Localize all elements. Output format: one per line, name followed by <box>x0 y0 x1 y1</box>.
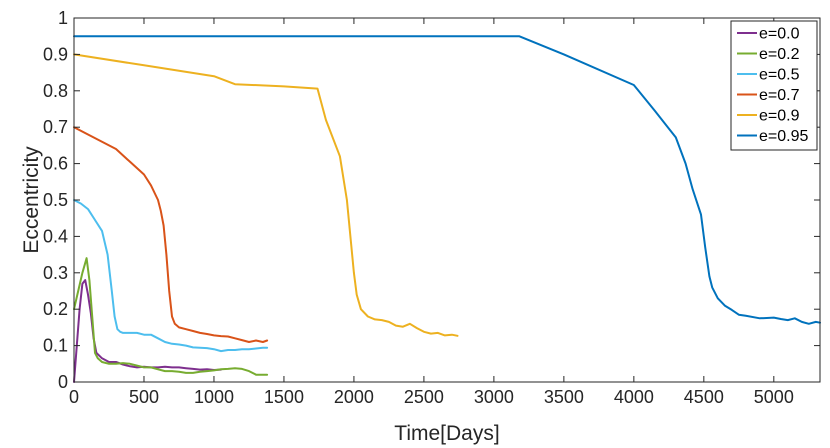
x-tick-label: 4500 <box>684 387 724 407</box>
y-tick-labels: 0 0.1 0.2 0.3 0.4 0.5 0.6 0.7 0.8 0.9 1 <box>43 8 68 392</box>
legend-label-5: e=0.95 <box>759 128 808 145</box>
x-tick-label: 2500 <box>404 387 444 407</box>
x-axis-title: Time[Days] <box>394 422 499 445</box>
series-line-4 <box>73 53 459 337</box>
y-tick-label: 0.5 <box>43 190 68 210</box>
axes-layer <box>73 17 821 383</box>
y-tick-label: 0.4 <box>43 226 68 246</box>
x-tick-label: 5000 <box>754 387 794 407</box>
y-tick-label: 0 <box>58 372 68 392</box>
y-tick-label: 0.2 <box>43 299 68 319</box>
series-line-2 <box>73 199 269 353</box>
series-layer <box>73 35 821 383</box>
y-tick-label: 0.3 <box>43 263 68 283</box>
series-line-1 <box>73 257 269 376</box>
y-tick-label: 0.8 <box>43 81 68 101</box>
x-tick-labels: 0 500 1000 1500 2000 2500 3000 3500 4000 4500 5000 <box>69 387 794 407</box>
y-tick-label: 0.7 <box>43 117 68 137</box>
x-tick-label: 0 <box>69 387 79 407</box>
series-line-5 <box>73 35 821 325</box>
y-axis-title: Eccentricity <box>20 146 43 254</box>
y-tick-label: 1 <box>58 8 68 28</box>
series-line-0 <box>73 279 222 383</box>
legend-label-0: e=0.0 <box>759 26 800 43</box>
x-tick-label: 1500 <box>264 387 304 407</box>
y-tick-label: 0.1 <box>43 336 68 356</box>
y-tick-label: 0.6 <box>43 154 68 174</box>
legend-label-4: e=0.9 <box>759 108 800 125</box>
legend-label-1: e=0.2 <box>759 46 800 63</box>
x-tick-label: 4000 <box>614 387 654 407</box>
x-tick-label: 2000 <box>334 387 374 407</box>
legend: e=0.0 e=0.2 e=0.5 e=0.7 e=0.9 e=0.95 <box>730 20 818 151</box>
x-tick-label: 3000 <box>474 387 514 407</box>
legend-label-2: e=0.5 <box>759 67 800 84</box>
x-tick-label: 500 <box>129 387 159 407</box>
legend-box <box>730 20 818 151</box>
x-tick-label: 3500 <box>544 387 584 407</box>
x-tick-label: 1000 <box>194 387 234 407</box>
legend-label-3: e=0.7 <box>759 87 800 104</box>
series-line-3 <box>73 126 269 343</box>
y-tick-label: 0.9 <box>43 44 68 64</box>
